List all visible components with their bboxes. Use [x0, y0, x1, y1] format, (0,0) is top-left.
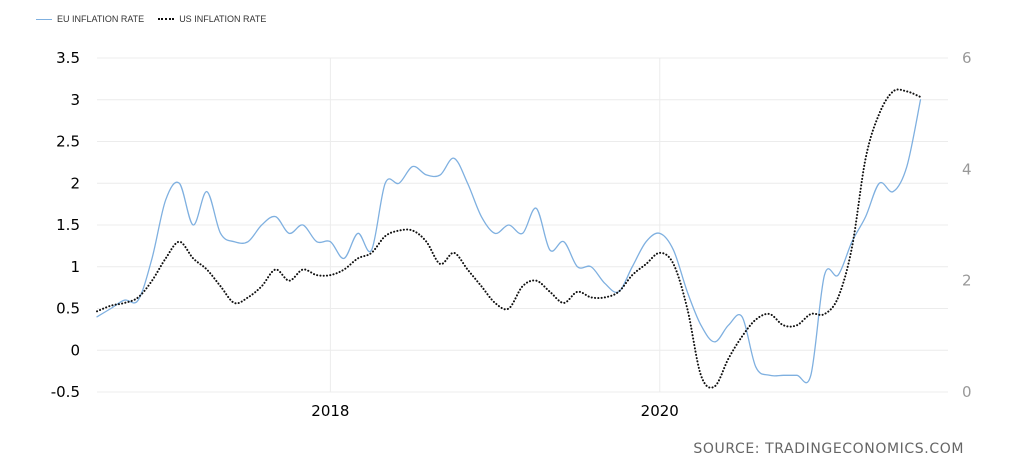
y-left-tick-label: 1.5 [56, 216, 80, 234]
us-inflation-line [96, 88, 922, 389]
y-right-tick-label: 4 [962, 160, 972, 178]
legend: EU INFLATION RATE US INFLATION RATE [36, 14, 266, 24]
left-axis-ticks: 3.5 3 2.5 2 1.5 1 0.5 0 -0.5 [51, 49, 80, 401]
x-axis-ticks: 2018 2020 [311, 402, 679, 420]
legend-swatch-eu [36, 18, 52, 20]
legend-label-eu: EU INFLATION RATE [57, 14, 145, 24]
eu-inflation-line [96, 99, 922, 384]
legend-label-us: US INFLATION RATE [179, 14, 267, 24]
legend-swatch-us [158, 18, 175, 20]
x-tick-label: 2020 [641, 402, 679, 420]
y-left-tick-label: 0 [70, 341, 80, 359]
y-right-tick-label: 0 [962, 383, 972, 401]
y-left-tick-label: 1 [70, 258, 80, 276]
source-credit[interactable]: SOURCE: TRADINGECONOMICS.COM [693, 441, 964, 457]
y-left-tick-label: 3.5 [56, 49, 80, 67]
y-left-tick-label: 3 [70, 91, 80, 109]
y-left-tick-label: -0.5 [51, 383, 80, 401]
y-right-tick-label: 2 [962, 272, 972, 290]
grid [97, 57, 948, 393]
y-left-tick-label: 0.5 [56, 300, 80, 318]
right-axis-ticks: 6 4 2 0 [962, 49, 972, 401]
legend-item-eu[interactable]: EU INFLATION RATE [36, 14, 144, 24]
x-tick-label: 2018 [311, 402, 349, 420]
y-left-tick-label: 2 [70, 174, 80, 192]
legend-item-us[interactable]: US INFLATION RATE [158, 14, 266, 24]
series [96, 88, 922, 389]
y-right-tick-label: 6 [962, 49, 972, 67]
y-left-tick-label: 2.5 [56, 133, 80, 151]
